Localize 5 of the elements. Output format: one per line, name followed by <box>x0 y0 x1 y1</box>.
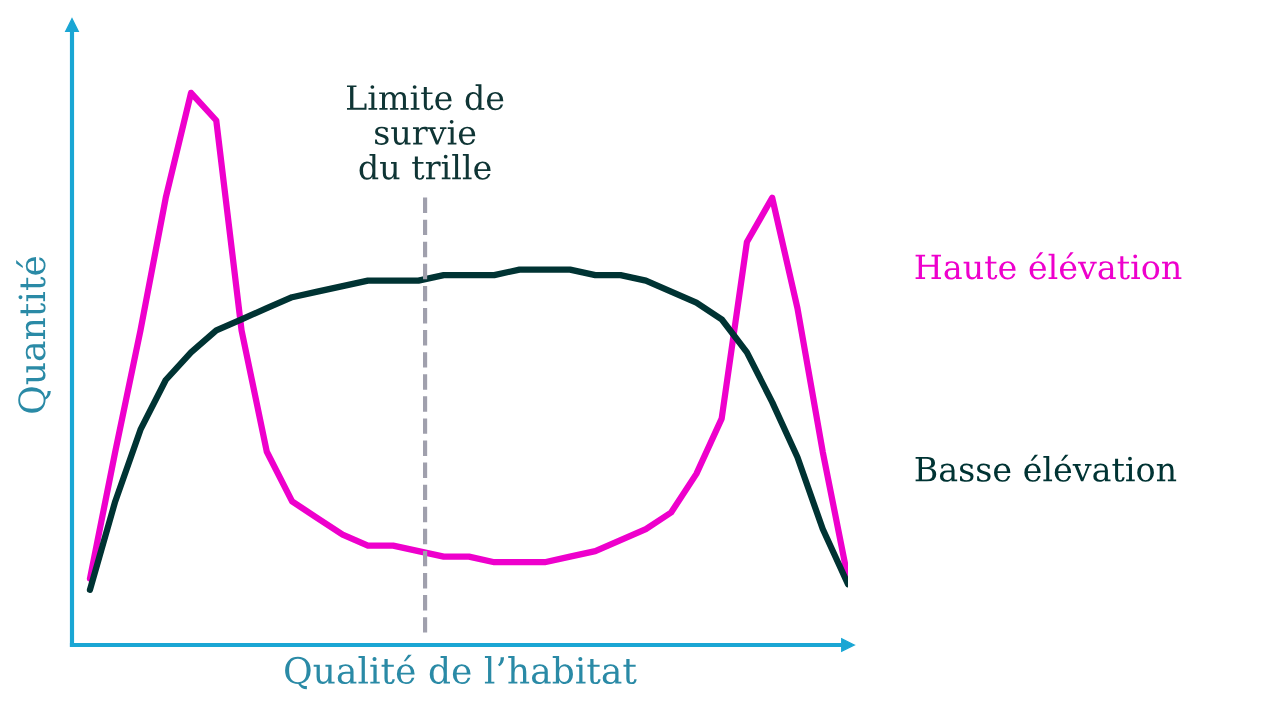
y-axis-title: Quantité <box>16 257 51 413</box>
x-axis-title: Qualité de l’habitat <box>285 654 637 690</box>
text: Haute élévation <box>915 252 1182 280</box>
text: Basse élévation <box>915 454 1177 482</box>
annotation: Limite de survie du trille <box>346 84 504 180</box>
